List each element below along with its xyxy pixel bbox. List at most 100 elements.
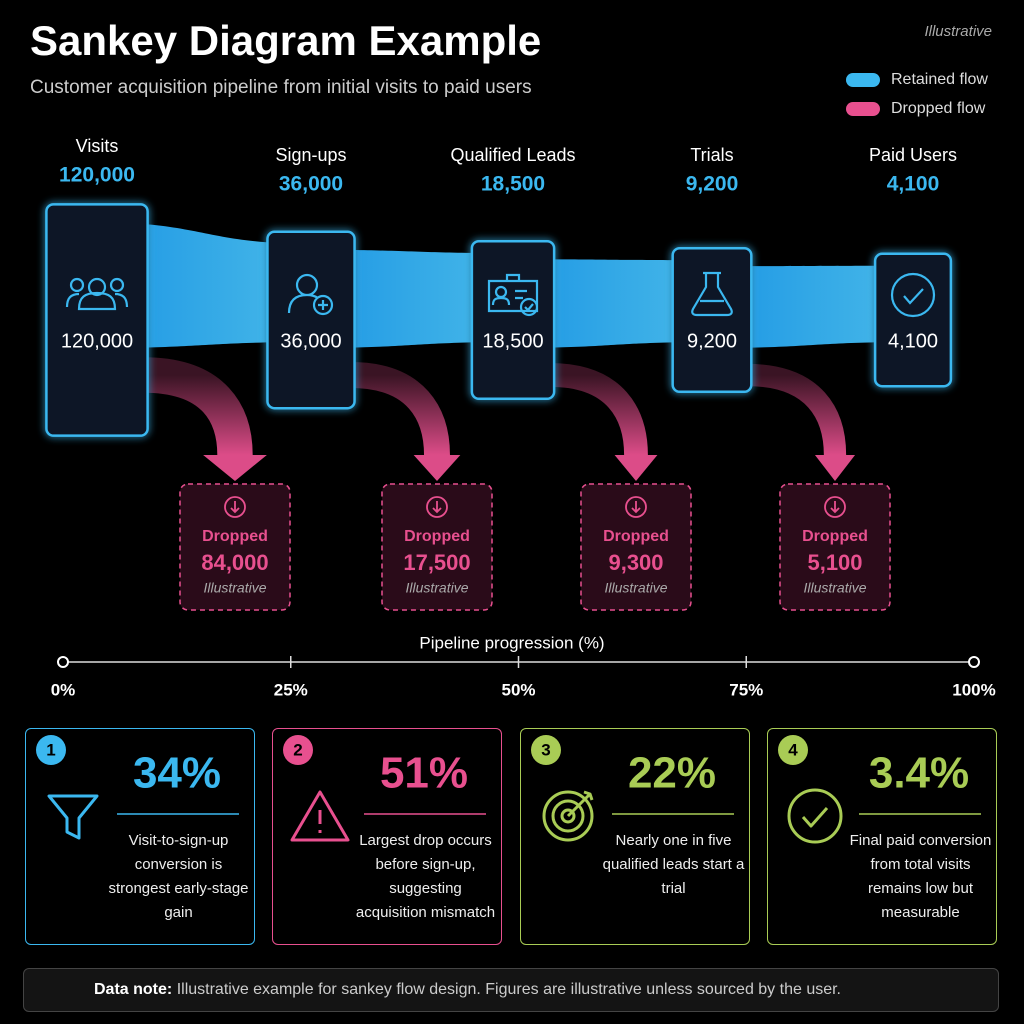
- dropped-flow: [350, 362, 450, 456]
- dropped-arrow: [413, 455, 461, 481]
- dropped-value: 17,500: [403, 550, 470, 575]
- axis-end: [968, 656, 980, 668]
- axis-end: [57, 656, 69, 668]
- card-icon: [290, 790, 350, 842]
- card-text: Nearly one in five qualified leads start…: [602, 832, 745, 897]
- insight-card: 3 22% Nearly one in five qualified leads…: [520, 728, 750, 945]
- stage-value: 36,000: [279, 173, 343, 196]
- dropped-title: Dropped: [802, 528, 868, 545]
- retained-flow: [97, 222, 311, 348]
- dropped-value: 84,000: [201, 550, 268, 575]
- stage-box-value: 36,000: [280, 330, 341, 352]
- data-note: Data note: Illustrative example for sank…: [23, 968, 999, 1012]
- legend-label: Dropped flow: [891, 100, 986, 117]
- card-number: 4: [788, 740, 798, 759]
- card-graphics: 2 51%: [283, 735, 486, 842]
- card-number-badge: [283, 735, 313, 765]
- stage-icon: [287, 273, 334, 316]
- card-value: 51%: [380, 749, 468, 798]
- dropped-arrow: [814, 455, 856, 481]
- stage-icon: [487, 273, 539, 317]
- card-graphics: 4 3.4%: [778, 735, 981, 844]
- stage-box: [45, 203, 149, 437]
- card-number: 3: [541, 740, 550, 759]
- title: Sankey Diagram Example: [30, 17, 541, 64]
- dropped-box: [179, 483, 291, 611]
- card-number-badge: [778, 735, 808, 765]
- dropped-icon: [224, 496, 246, 518]
- card-value: 22%: [628, 749, 716, 798]
- stage-box-value: 120,000: [61, 330, 133, 352]
- dropped-flow: [746, 363, 847, 456]
- card-value: 3.4%: [869, 749, 969, 798]
- dropped-title: Dropped: [202, 528, 268, 545]
- stage-icon: [65, 277, 129, 311]
- dropped-icon: [625, 496, 647, 518]
- insight-card: 1 34% Visit-to-sign-up conversion is str…: [25, 728, 255, 945]
- dropped-title: Dropped: [603, 528, 669, 545]
- legend-label: Retained flow: [891, 71, 988, 88]
- stage-box-value: 4,100: [888, 330, 938, 352]
- stage-icon: [890, 272, 936, 318]
- card-number-badge: [36, 735, 66, 765]
- stage-value: 9,200: [686, 173, 739, 196]
- card-number: 1: [46, 740, 55, 759]
- card-icon: [47, 794, 99, 840]
- stage-box: [266, 230, 356, 410]
- dropped-icon-arrow: [432, 501, 442, 514]
- axis-tick-label: 75%: [729, 680, 763, 699]
- dropped-box: [580, 483, 692, 611]
- card-graphics: 1 34%: [36, 735, 239, 840]
- legend-swatch: [846, 73, 880, 87]
- stage-name: Trials: [690, 145, 733, 165]
- dropped-icon: [824, 496, 846, 518]
- insight-card: 4 3.4% Final paid conversion from total …: [767, 728, 997, 945]
- stage-name: Visits: [76, 136, 119, 156]
- dropped-note: Illustrative: [405, 580, 468, 596]
- note-label: Data note:: [94, 981, 173, 998]
- note-text: Illustrative example for sankey flow des…: [176, 981, 841, 998]
- legend-swatch: [846, 102, 880, 116]
- card-text: Final paid conversion from total visits …: [849, 832, 992, 921]
- card-icon: [787, 788, 843, 844]
- stage-box: [470, 239, 556, 401]
- dropped-icon-arrow: [830, 501, 840, 514]
- stage-value: 4,100: [887, 173, 940, 196]
- card-text: Largest drop occurs before sign-up, sugg…: [355, 832, 496, 921]
- card-icon: [542, 790, 594, 842]
- axis-tick-label: 25%: [274, 680, 308, 699]
- axis-title: Pipeline progression (%): [419, 633, 604, 652]
- stage-name: Qualified Leads: [450, 145, 575, 165]
- dropped-arrow: [614, 455, 658, 481]
- stage-box-value: 18,500: [482, 330, 543, 352]
- stage-name: Sign-ups: [275, 145, 346, 165]
- badge: Illustrative: [924, 23, 992, 40]
- stage-value: 120,000: [59, 164, 135, 187]
- dropped-note: Illustrative: [203, 580, 266, 596]
- axis-tick-label: 0%: [51, 680, 76, 699]
- stage-value: 18,500: [481, 173, 545, 196]
- dropped-value: 9,300: [608, 550, 663, 575]
- dropped-flow: [143, 357, 253, 456]
- dropped-note: Illustrative: [803, 580, 866, 596]
- card-value: 34%: [133, 749, 221, 798]
- dropped-title: Dropped: [404, 528, 470, 545]
- insight-card: 2 51% Largest drop occurs before sign-up…: [272, 728, 502, 945]
- card-graphics: 3 22%: [531, 735, 734, 842]
- stage-box-value: 9,200: [687, 330, 737, 352]
- dropped-icon-arrow: [230, 501, 240, 514]
- dropped-arrow: [203, 455, 267, 481]
- stage-name: Paid Users: [869, 145, 957, 165]
- dropped-box: [381, 483, 493, 611]
- card-number: 2: [293, 740, 302, 759]
- dropped-box: [779, 483, 891, 611]
- card-text: Visit-to-sign-up conversion is strongest…: [108, 832, 249, 921]
- dropped-note: Illustrative: [604, 580, 667, 596]
- axis-tick-label: 100%: [952, 680, 995, 699]
- dropped-icon-arrow: [631, 501, 641, 514]
- retained-flow: [513, 259, 712, 348]
- dropped-flow: [549, 363, 648, 456]
- retained-flow: [311, 249, 513, 348]
